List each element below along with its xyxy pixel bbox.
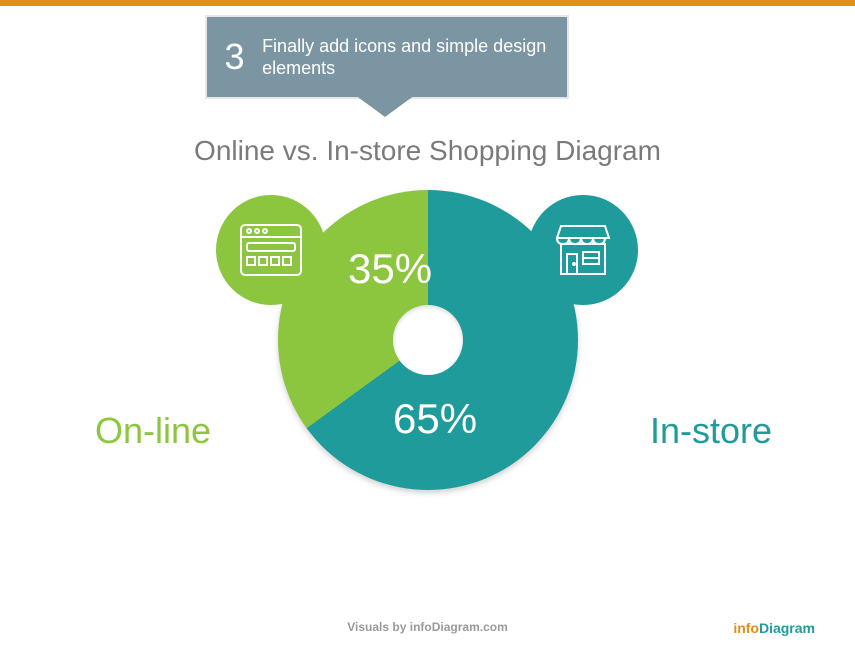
- online-icon-circle: [216, 195, 326, 305]
- accent-bar: [0, 0, 855, 6]
- instore-icon-circle: [528, 195, 638, 305]
- slide: 3 Finally add icons and simple design el…: [0, 0, 855, 646]
- instore-label: In-store: [650, 410, 772, 452]
- footer-logo: infoDiagram: [733, 620, 815, 636]
- banner-arrow-icon: [355, 95, 415, 117]
- instore-percent: 65%: [393, 395, 477, 443]
- step-text: Finally add icons and simple design elem…: [262, 35, 567, 80]
- storefront-icon: [551, 220, 615, 280]
- step-banner: 3 Finally add icons and simple design el…: [205, 15, 569, 99]
- logo-part2: Diagram: [759, 620, 815, 636]
- browser-window-icon: [239, 223, 303, 277]
- chart-title: Online vs. In-store Shopping Diagram: [0, 135, 855, 167]
- logo-part1: info: [733, 620, 759, 636]
- footer-credit: Visuals by infoDiagram.com: [0, 620, 855, 634]
- online-percent: 35%: [348, 245, 432, 293]
- donut-hole: [393, 305, 463, 375]
- online-label: On-line: [95, 410, 211, 452]
- step-number: 3: [207, 36, 262, 78]
- donut-chart: 35% 65%: [228, 190, 628, 590]
